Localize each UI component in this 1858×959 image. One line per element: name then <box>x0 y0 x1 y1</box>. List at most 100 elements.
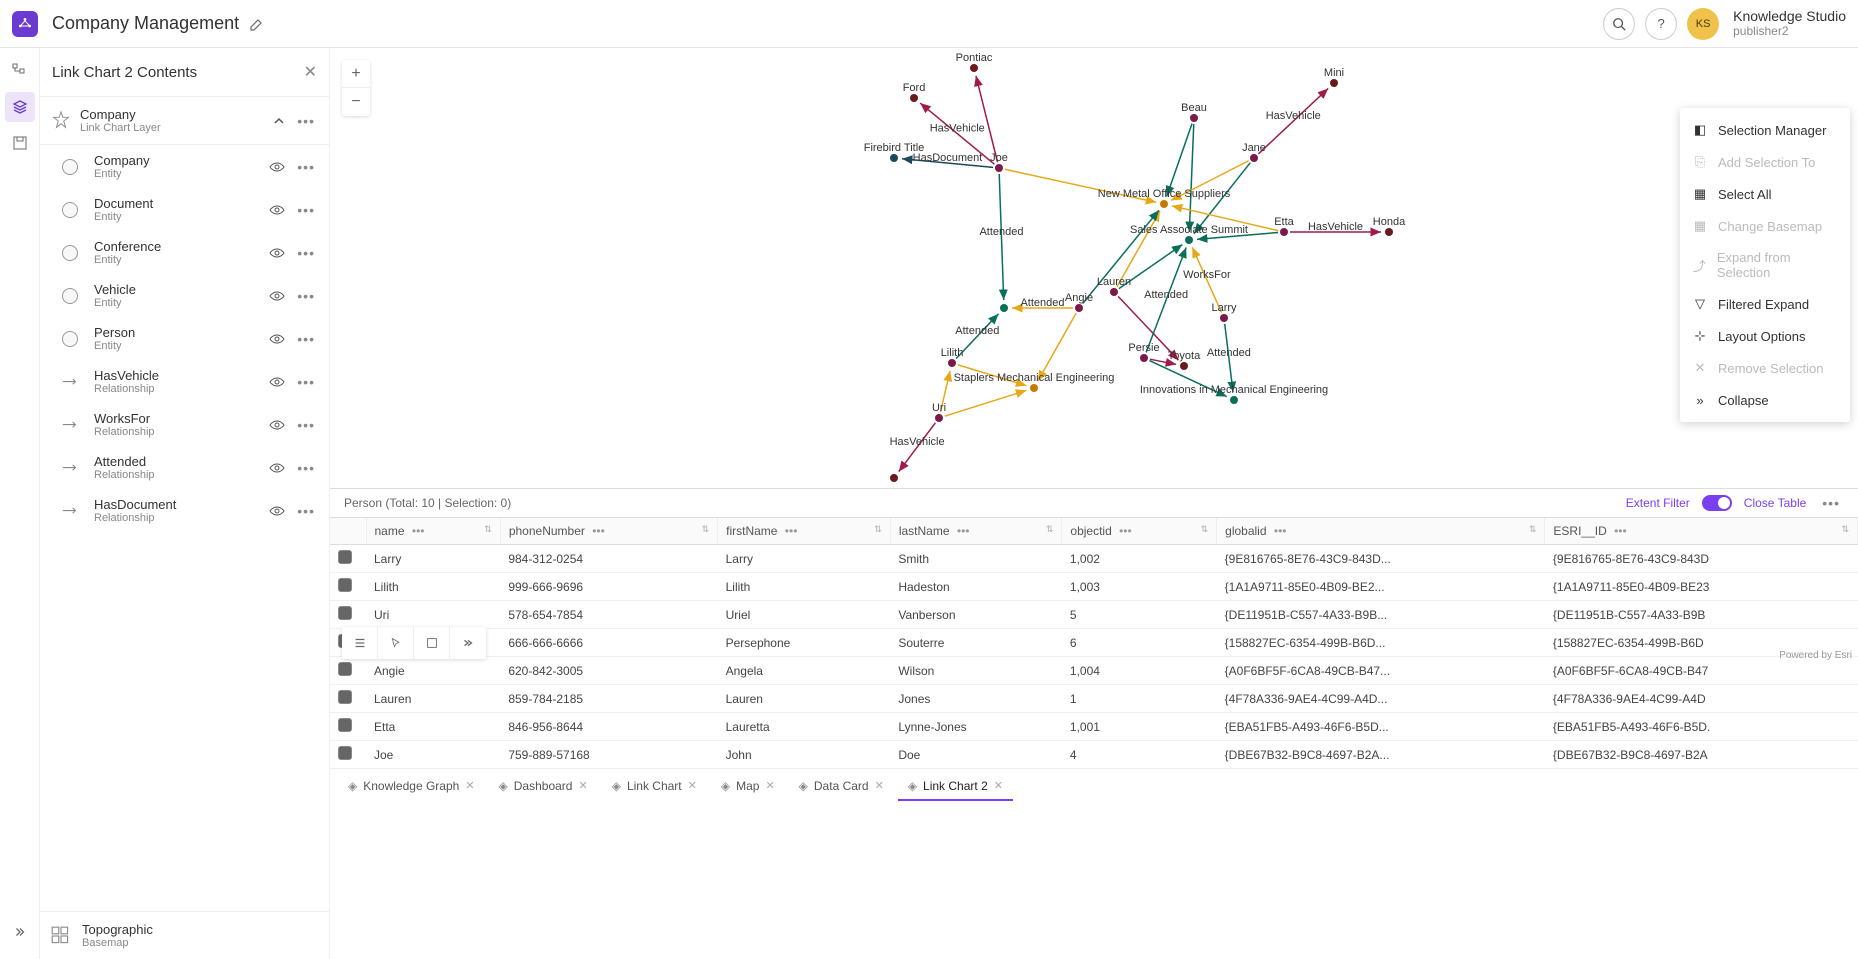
table-row[interactable]: Etta846-956-8644LaurettaLynne-Jones1,001… <box>330 713 1858 741</box>
tab-close-icon[interactable]: ✕ <box>765 779 774 792</box>
layer-item-options-icon[interactable]: ••• <box>293 460 319 476</box>
graph-node[interactable] <box>1190 114 1198 122</box>
col-objectid[interactable]: objectid⇅ ••• <box>1062 518 1217 545</box>
link-chart-canvas[interactable]: HasVehicleHasVehicleHasVehicleHasVehicle… <box>330 48 1858 488</box>
menu-item-select-all[interactable]: ▦Select All <box>1680 178 1850 210</box>
col-options-icon[interactable]: ••• <box>592 524 605 538</box>
tool-more-icon[interactable] <box>450 627 486 659</box>
graph-node[interactable] <box>1140 354 1148 362</box>
search-button[interactable] <box>1603 8 1635 40</box>
layer-item-company[interactable]: CompanyEntity••• <box>40 145 329 188</box>
layer-item-options-icon[interactable]: ••• <box>293 288 319 304</box>
col-globalid[interactable]: globalid⇅ ••• <box>1217 518 1545 545</box>
graph-edge[interactable] <box>945 390 1027 416</box>
rail-item-layers[interactable] <box>5 92 35 122</box>
col-options-icon[interactable]: ••• <box>412 524 425 538</box>
layer-item-hasvehicle[interactable]: HasVehicleRelationship••• <box>40 360 329 403</box>
layer-item-hasdocument[interactable]: HasDocumentRelationship••• <box>40 489 329 532</box>
tab-knowledge-graph[interactable]: ◈Knowledge Graph✕ <box>338 773 485 801</box>
visibility-icon[interactable] <box>269 245 285 261</box>
layer-item-options-icon[interactable]: ••• <box>293 374 319 390</box>
layer-item-options-icon[interactable]: ••• <box>293 202 319 218</box>
row-checkbox[interactable] <box>338 746 352 760</box>
menu-item-selection-manager[interactable]: ◧Selection Manager <box>1680 114 1850 146</box>
tab-link-chart-2[interactable]: ◈Link Chart 2✕ <box>898 773 1013 801</box>
panel-close-icon[interactable]: ✕ <box>304 62 317 82</box>
tab-link-chart[interactable]: ◈Link Chart✕ <box>602 773 707 801</box>
graph-node[interactable] <box>1330 79 1338 87</box>
graph-node[interactable] <box>935 414 943 422</box>
zoom-in-button[interactable]: + <box>342 60 370 88</box>
graph-node[interactable] <box>1075 304 1083 312</box>
graph-node[interactable] <box>1185 236 1193 244</box>
graph-edge[interactable] <box>1167 124 1192 197</box>
layer-item-options-icon[interactable]: ••• <box>293 245 319 261</box>
layer-item-options-icon[interactable]: ••• <box>293 417 319 433</box>
tool-box-icon[interactable] <box>414 627 450 659</box>
tab-close-icon[interactable]: ✕ <box>578 779 587 792</box>
menu-item-collapse[interactable]: »Collapse <box>1680 384 1850 416</box>
visibility-icon[interactable] <box>269 159 285 175</box>
extent-filter-toggle[interactable] <box>1702 495 1732 511</box>
layer-item-document[interactable]: DocumentEntity••• <box>40 188 329 231</box>
col-phoneNumber[interactable]: phoneNumber⇅ ••• <box>500 518 717 545</box>
edit-title-icon[interactable] <box>249 16 265 32</box>
row-checkbox[interactable] <box>338 718 352 732</box>
graph-edge[interactable] <box>976 76 998 162</box>
graph-node[interactable] <box>1030 384 1038 392</box>
table-options-icon[interactable]: ••• <box>1818 495 1844 511</box>
graph-node[interactable] <box>890 474 898 482</box>
layer-header[interactable]: Company Link Chart Layer ••• <box>40 97 329 145</box>
graph-edge[interactable] <box>1189 124 1193 232</box>
visibility-icon[interactable] <box>269 417 285 433</box>
graph-node[interactable] <box>995 164 1003 172</box>
tool-list-icon[interactable] <box>342 627 378 659</box>
tab-close-icon[interactable]: ✕ <box>688 779 697 792</box>
graph-node[interactable] <box>1000 304 1008 312</box>
tab-map[interactable]: ◈Map✕ <box>711 773 785 801</box>
row-checkbox[interactable] <box>338 662 352 676</box>
layer-item-vehicle[interactable]: VehicleEntity••• <box>40 274 329 317</box>
tab-close-icon[interactable]: ✕ <box>875 779 884 792</box>
layer-item-person[interactable]: PersonEntity••• <box>40 317 329 360</box>
col-lastName[interactable]: lastName⇅ ••• <box>890 518 1062 545</box>
tool-pointer-icon[interactable] <box>378 627 414 659</box>
graph-node[interactable] <box>1180 362 1188 370</box>
graph-node[interactable] <box>1110 288 1118 296</box>
layer-item-options-icon[interactable]: ••• <box>293 503 319 519</box>
col-options-icon[interactable]: ••• <box>1119 524 1132 538</box>
graph-edge[interactable] <box>1038 313 1076 381</box>
layer-item-options-icon[interactable]: ••• <box>293 331 319 347</box>
col-ESRI__ID[interactable]: ESRI__ID⇅ ••• <box>1545 518 1858 545</box>
layer-item-worksfor[interactable]: WorksForRelationship••• <box>40 403 329 446</box>
user-avatar[interactable]: KS <box>1687 8 1719 40</box>
graph-node[interactable] <box>910 94 918 102</box>
graph-node[interactable] <box>1230 396 1238 404</box>
rail-item-save[interactable] <box>5 128 35 158</box>
basemap-row[interactable]: Topographic Basemap <box>40 911 329 959</box>
table-row[interactable]: Angie620-842-3005AngelaWilson1,004{A0F6B… <box>330 657 1858 685</box>
visibility-icon[interactable] <box>269 288 285 304</box>
graph-node[interactable] <box>1385 228 1393 236</box>
layer-options-icon[interactable]: ••• <box>293 113 319 129</box>
tab-close-icon[interactable]: ✕ <box>994 779 1003 792</box>
table-row[interactable]: Lauren859-784-2185LaurenJones1{4F78A336-… <box>330 685 1858 713</box>
zoom-out-button[interactable]: − <box>342 88 370 116</box>
graph-node[interactable] <box>1160 200 1168 208</box>
table-row[interactable]: Joe759-889-57168JohnDoe4{DBE67B32-B9C8-4… <box>330 741 1858 769</box>
col-options-icon[interactable]: ••• <box>785 524 798 538</box>
tab-data-card[interactable]: ◈Data Card✕ <box>789 773 894 801</box>
visibility-icon[interactable] <box>269 202 285 218</box>
graph-node[interactable] <box>1250 154 1258 162</box>
menu-item-layout-options[interactable]: ⊹Layout Options <box>1680 320 1850 352</box>
graph-node[interactable] <box>890 154 898 162</box>
row-checkbox[interactable] <box>338 690 352 704</box>
row-checkbox[interactable] <box>338 550 352 564</box>
col-name[interactable]: name⇅ ••• <box>366 518 500 545</box>
layer-item-options-icon[interactable]: ••• <box>293 159 319 175</box>
tab-close-icon[interactable]: ✕ <box>465 779 474 792</box>
table-row[interactable]: Larry984-312-0254LarrySmith1,002{9E81676… <box>330 545 1858 573</box>
col-firstName[interactable]: firstName⇅ ••• <box>718 518 891 545</box>
tab-dashboard[interactable]: ◈Dashboard✕ <box>489 773 598 801</box>
col-options-icon[interactable]: ••• <box>957 524 970 538</box>
